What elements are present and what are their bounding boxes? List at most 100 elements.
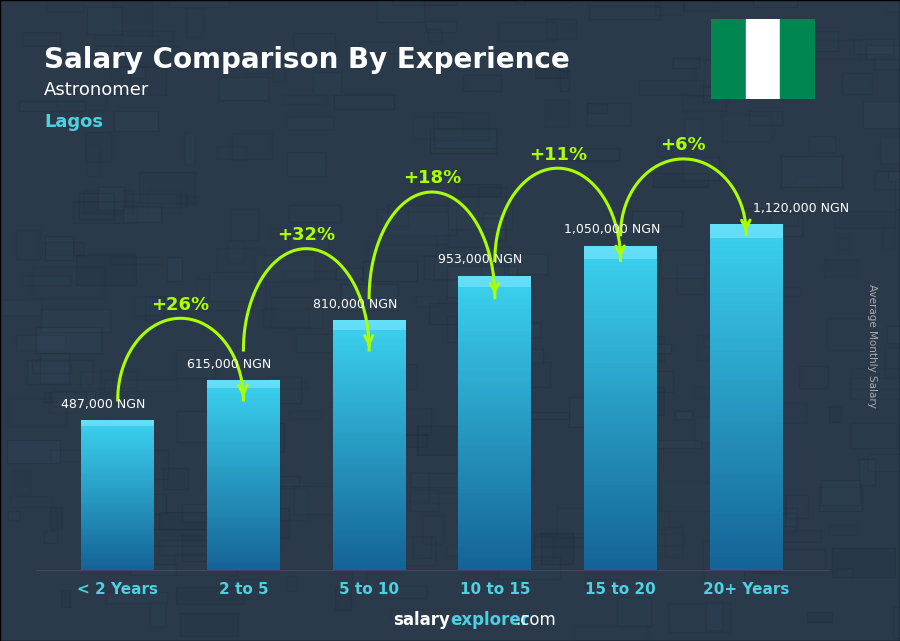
Bar (458, 324, 531, 327)
Bar (584, 510, 657, 513)
Bar (333, 511, 406, 514)
Bar (458, 453, 531, 456)
Bar (458, 379, 531, 383)
Bar (710, 358, 783, 363)
Bar (81, 452, 154, 454)
Bar (584, 485, 657, 489)
Bar (710, 272, 783, 276)
Bar (333, 473, 406, 476)
Bar (710, 397, 783, 401)
Bar (710, 440, 783, 445)
Bar (710, 531, 783, 536)
Bar (710, 423, 783, 428)
Bar (207, 402, 280, 404)
Bar (207, 497, 280, 499)
Bar (81, 510, 154, 512)
Bar (584, 270, 657, 274)
Bar (710, 237, 783, 241)
Bar (710, 302, 783, 306)
Bar (81, 557, 154, 559)
Bar (458, 563, 531, 567)
Bar (81, 559, 154, 561)
Bar (710, 562, 783, 566)
Bar (710, 349, 783, 354)
Bar (333, 467, 406, 470)
Bar (207, 451, 280, 454)
Bar (584, 404, 657, 408)
Bar (710, 367, 783, 371)
Bar (81, 550, 154, 552)
Bar (710, 519, 783, 523)
Bar (207, 385, 280, 387)
Bar (584, 546, 657, 550)
Bar (81, 476, 154, 478)
Bar (81, 467, 154, 469)
Bar (81, 429, 154, 431)
Bar (458, 456, 531, 460)
Bar (81, 561, 154, 563)
Bar (81, 488, 154, 490)
Bar (584, 538, 657, 542)
Bar (81, 494, 154, 495)
Bar (207, 454, 280, 456)
Bar (458, 383, 531, 386)
Bar (207, 444, 280, 447)
Bar (333, 495, 406, 499)
Bar (207, 561, 280, 563)
Bar (333, 458, 406, 461)
Bar (333, 567, 406, 570)
Bar (207, 483, 280, 485)
Bar (710, 410, 783, 415)
Bar (458, 338, 531, 342)
Bar (81, 484, 154, 486)
Bar (458, 548, 531, 552)
Bar (584, 319, 657, 322)
Bar (333, 370, 406, 373)
Bar (207, 544, 280, 547)
Bar (81, 506, 154, 508)
Bar (458, 375, 531, 379)
Bar (710, 233, 783, 237)
Bar (333, 501, 406, 504)
Bar (333, 392, 406, 395)
Bar (207, 394, 280, 397)
Bar (458, 290, 531, 294)
Bar (458, 522, 531, 526)
Bar (333, 420, 406, 423)
Bar (333, 470, 406, 473)
Bar (458, 545, 531, 548)
Bar (207, 506, 280, 509)
Bar (81, 567, 154, 569)
Bar (710, 454, 783, 458)
Bar (207, 547, 280, 549)
Bar (81, 548, 154, 550)
Bar (81, 504, 154, 506)
Bar (207, 397, 280, 399)
Bar (584, 367, 657, 372)
Bar (81, 520, 154, 522)
Bar (81, 540, 154, 542)
Bar (458, 467, 531, 471)
Bar (584, 400, 657, 404)
Bar (710, 328, 783, 332)
Bar (710, 432, 783, 436)
Bar (458, 327, 531, 331)
Bar (710, 566, 783, 570)
Bar (333, 367, 406, 370)
Bar (81, 544, 154, 546)
Bar (710, 484, 783, 488)
Bar (458, 276, 531, 279)
Bar (710, 475, 783, 479)
Bar (584, 384, 657, 388)
Bar (458, 412, 531, 415)
Bar (710, 479, 783, 484)
Bar (207, 380, 280, 388)
Bar (81, 442, 154, 444)
Text: Astronomer: Astronomer (44, 81, 149, 99)
Text: +26%: +26% (151, 296, 210, 313)
Bar (207, 413, 280, 416)
Bar (458, 504, 531, 508)
Bar (333, 479, 406, 483)
Text: 615,000 NGN: 615,000 NGN (187, 358, 271, 371)
Bar (710, 384, 783, 388)
